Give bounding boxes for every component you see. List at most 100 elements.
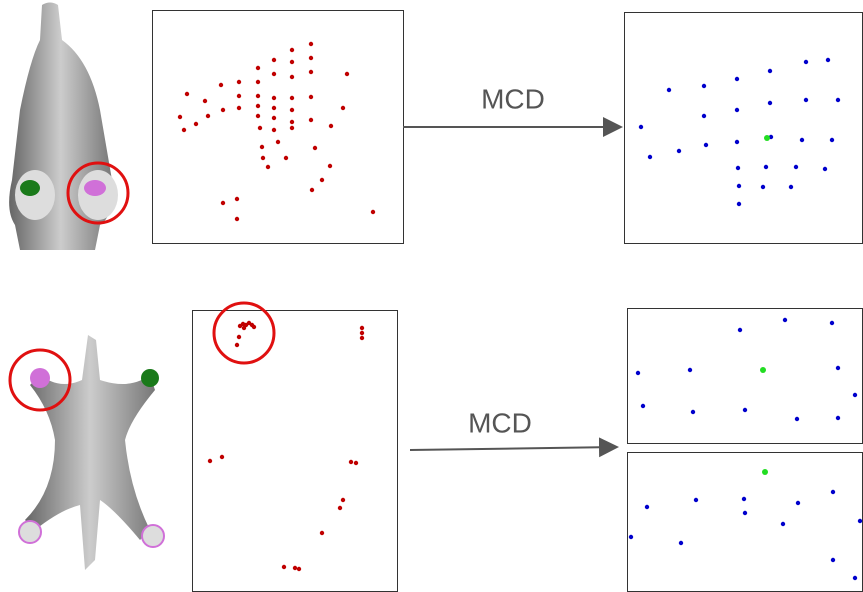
point xyxy=(823,167,827,171)
point xyxy=(260,145,264,149)
point xyxy=(220,455,224,459)
point xyxy=(272,106,276,110)
point xyxy=(290,96,294,100)
point xyxy=(309,42,313,46)
point xyxy=(360,331,364,335)
point xyxy=(261,156,265,160)
point xyxy=(762,469,768,475)
point xyxy=(735,77,739,81)
point xyxy=(208,459,212,463)
point xyxy=(737,184,741,188)
point xyxy=(858,519,862,523)
point xyxy=(272,128,276,132)
point xyxy=(629,535,633,539)
point xyxy=(794,165,798,169)
point xyxy=(853,576,857,580)
point xyxy=(694,498,698,502)
point xyxy=(290,126,294,130)
point xyxy=(178,115,182,119)
point xyxy=(282,565,286,569)
point xyxy=(235,217,239,221)
arrow xyxy=(410,447,617,450)
point xyxy=(735,108,739,112)
point xyxy=(704,143,708,147)
point xyxy=(256,66,260,70)
point xyxy=(691,410,695,414)
arrow-label: MCD xyxy=(468,407,532,438)
point xyxy=(781,522,785,526)
point xyxy=(276,140,280,144)
point xyxy=(804,60,808,64)
point xyxy=(328,164,332,168)
point xyxy=(290,108,294,112)
point xyxy=(360,336,364,340)
point xyxy=(272,72,276,76)
point xyxy=(256,114,260,118)
point xyxy=(831,490,835,494)
panel xyxy=(625,13,863,244)
point xyxy=(237,80,241,84)
point xyxy=(290,48,294,52)
point xyxy=(309,95,313,99)
animal-bottom xyxy=(10,335,164,570)
point xyxy=(742,497,746,501)
point xyxy=(345,72,349,76)
animal-top xyxy=(9,3,128,251)
point xyxy=(320,531,324,535)
point xyxy=(182,128,186,132)
point xyxy=(320,178,324,182)
point xyxy=(667,88,671,92)
point xyxy=(648,155,652,159)
point xyxy=(645,505,649,509)
panel xyxy=(153,11,404,244)
point xyxy=(371,210,375,214)
point xyxy=(764,165,768,169)
point xyxy=(237,106,241,110)
point xyxy=(237,94,241,98)
point xyxy=(737,202,741,206)
point xyxy=(235,343,239,347)
point xyxy=(221,108,225,112)
point xyxy=(297,567,301,571)
point xyxy=(310,188,314,192)
point xyxy=(677,149,681,153)
point xyxy=(679,541,683,545)
point xyxy=(641,404,645,408)
point xyxy=(360,326,364,330)
point xyxy=(341,106,345,110)
point xyxy=(258,126,262,130)
point xyxy=(272,58,276,62)
point xyxy=(293,566,297,570)
point xyxy=(329,124,333,128)
arrow-label: MCD xyxy=(481,83,545,114)
point xyxy=(309,118,313,122)
point xyxy=(743,511,747,515)
point xyxy=(830,138,834,142)
point xyxy=(738,328,742,332)
point xyxy=(272,96,276,100)
point xyxy=(309,70,313,74)
point xyxy=(831,558,835,562)
point xyxy=(313,146,317,150)
point xyxy=(290,75,294,79)
point xyxy=(768,69,772,73)
point xyxy=(219,83,223,87)
point xyxy=(636,371,640,375)
point xyxy=(206,114,210,118)
point xyxy=(221,201,225,205)
point xyxy=(237,335,241,339)
point xyxy=(284,156,288,160)
point xyxy=(256,94,260,98)
point xyxy=(804,98,808,102)
point xyxy=(853,393,857,397)
point xyxy=(826,58,830,62)
panel xyxy=(628,453,863,592)
point xyxy=(338,506,342,510)
point xyxy=(764,135,770,141)
point xyxy=(743,408,747,412)
point xyxy=(341,498,345,502)
point xyxy=(836,416,840,420)
point xyxy=(235,197,239,201)
point xyxy=(735,140,739,144)
point xyxy=(290,60,294,64)
